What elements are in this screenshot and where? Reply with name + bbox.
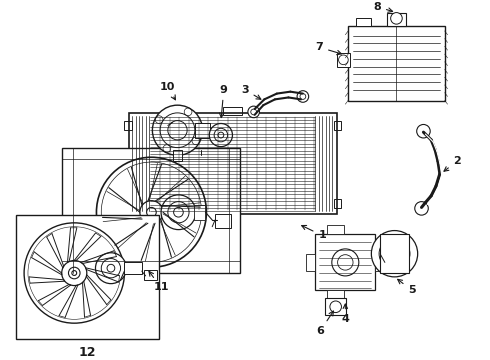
- Text: 9: 9: [220, 85, 228, 118]
- Circle shape: [147, 207, 156, 217]
- Circle shape: [161, 195, 196, 230]
- Circle shape: [415, 202, 428, 215]
- Bar: [327, 291, 344, 300]
- Bar: [195, 122, 210, 138]
- Circle shape: [330, 301, 342, 312]
- Bar: [337, 53, 350, 67]
- Circle shape: [339, 55, 348, 65]
- Bar: [334, 121, 342, 130]
- Bar: [124, 262, 142, 274]
- Bar: [356, 18, 371, 26]
- Circle shape: [62, 261, 87, 285]
- Circle shape: [297, 91, 309, 102]
- Text: 2: 2: [444, 156, 461, 171]
- Text: 6: 6: [317, 311, 333, 336]
- Bar: [306, 254, 316, 271]
- Bar: [16, 215, 159, 339]
- Bar: [327, 225, 344, 234]
- Circle shape: [416, 125, 430, 138]
- Bar: [172, 149, 182, 161]
- Text: 5: 5: [398, 279, 416, 295]
- Bar: [325, 298, 346, 315]
- Circle shape: [152, 105, 202, 155]
- Bar: [334, 199, 342, 208]
- Circle shape: [214, 128, 228, 142]
- Text: 3: 3: [241, 85, 261, 99]
- Bar: [194, 204, 205, 220]
- Bar: [380, 234, 409, 273]
- Bar: [124, 121, 132, 130]
- Bar: [124, 199, 132, 208]
- Bar: [144, 270, 157, 280]
- Circle shape: [24, 223, 124, 323]
- Bar: [316, 234, 375, 291]
- Bar: [215, 214, 230, 228]
- Bar: [62, 148, 240, 273]
- Bar: [223, 107, 242, 115]
- Bar: [348, 26, 445, 101]
- Circle shape: [168, 202, 189, 223]
- Circle shape: [387, 246, 402, 261]
- Text: 1: 1: [302, 225, 326, 240]
- Circle shape: [371, 230, 417, 277]
- Circle shape: [69, 267, 80, 279]
- Circle shape: [168, 121, 187, 140]
- Circle shape: [101, 258, 121, 278]
- Circle shape: [97, 157, 206, 267]
- Text: 7: 7: [316, 42, 342, 55]
- Circle shape: [338, 255, 353, 270]
- Bar: [129, 113, 337, 214]
- Circle shape: [248, 106, 260, 118]
- Circle shape: [379, 238, 410, 269]
- Circle shape: [96, 253, 126, 284]
- Text: 8: 8: [373, 2, 392, 12]
- Circle shape: [140, 201, 163, 224]
- Circle shape: [209, 123, 232, 147]
- Text: 12: 12: [79, 346, 97, 359]
- Text: 4: 4: [342, 304, 349, 324]
- Circle shape: [391, 13, 402, 24]
- Text: 11: 11: [149, 271, 169, 292]
- Circle shape: [160, 113, 195, 148]
- Bar: [375, 254, 385, 271]
- Circle shape: [332, 249, 359, 276]
- Circle shape: [101, 162, 201, 262]
- Text: 10: 10: [160, 82, 175, 100]
- Bar: [387, 13, 406, 26]
